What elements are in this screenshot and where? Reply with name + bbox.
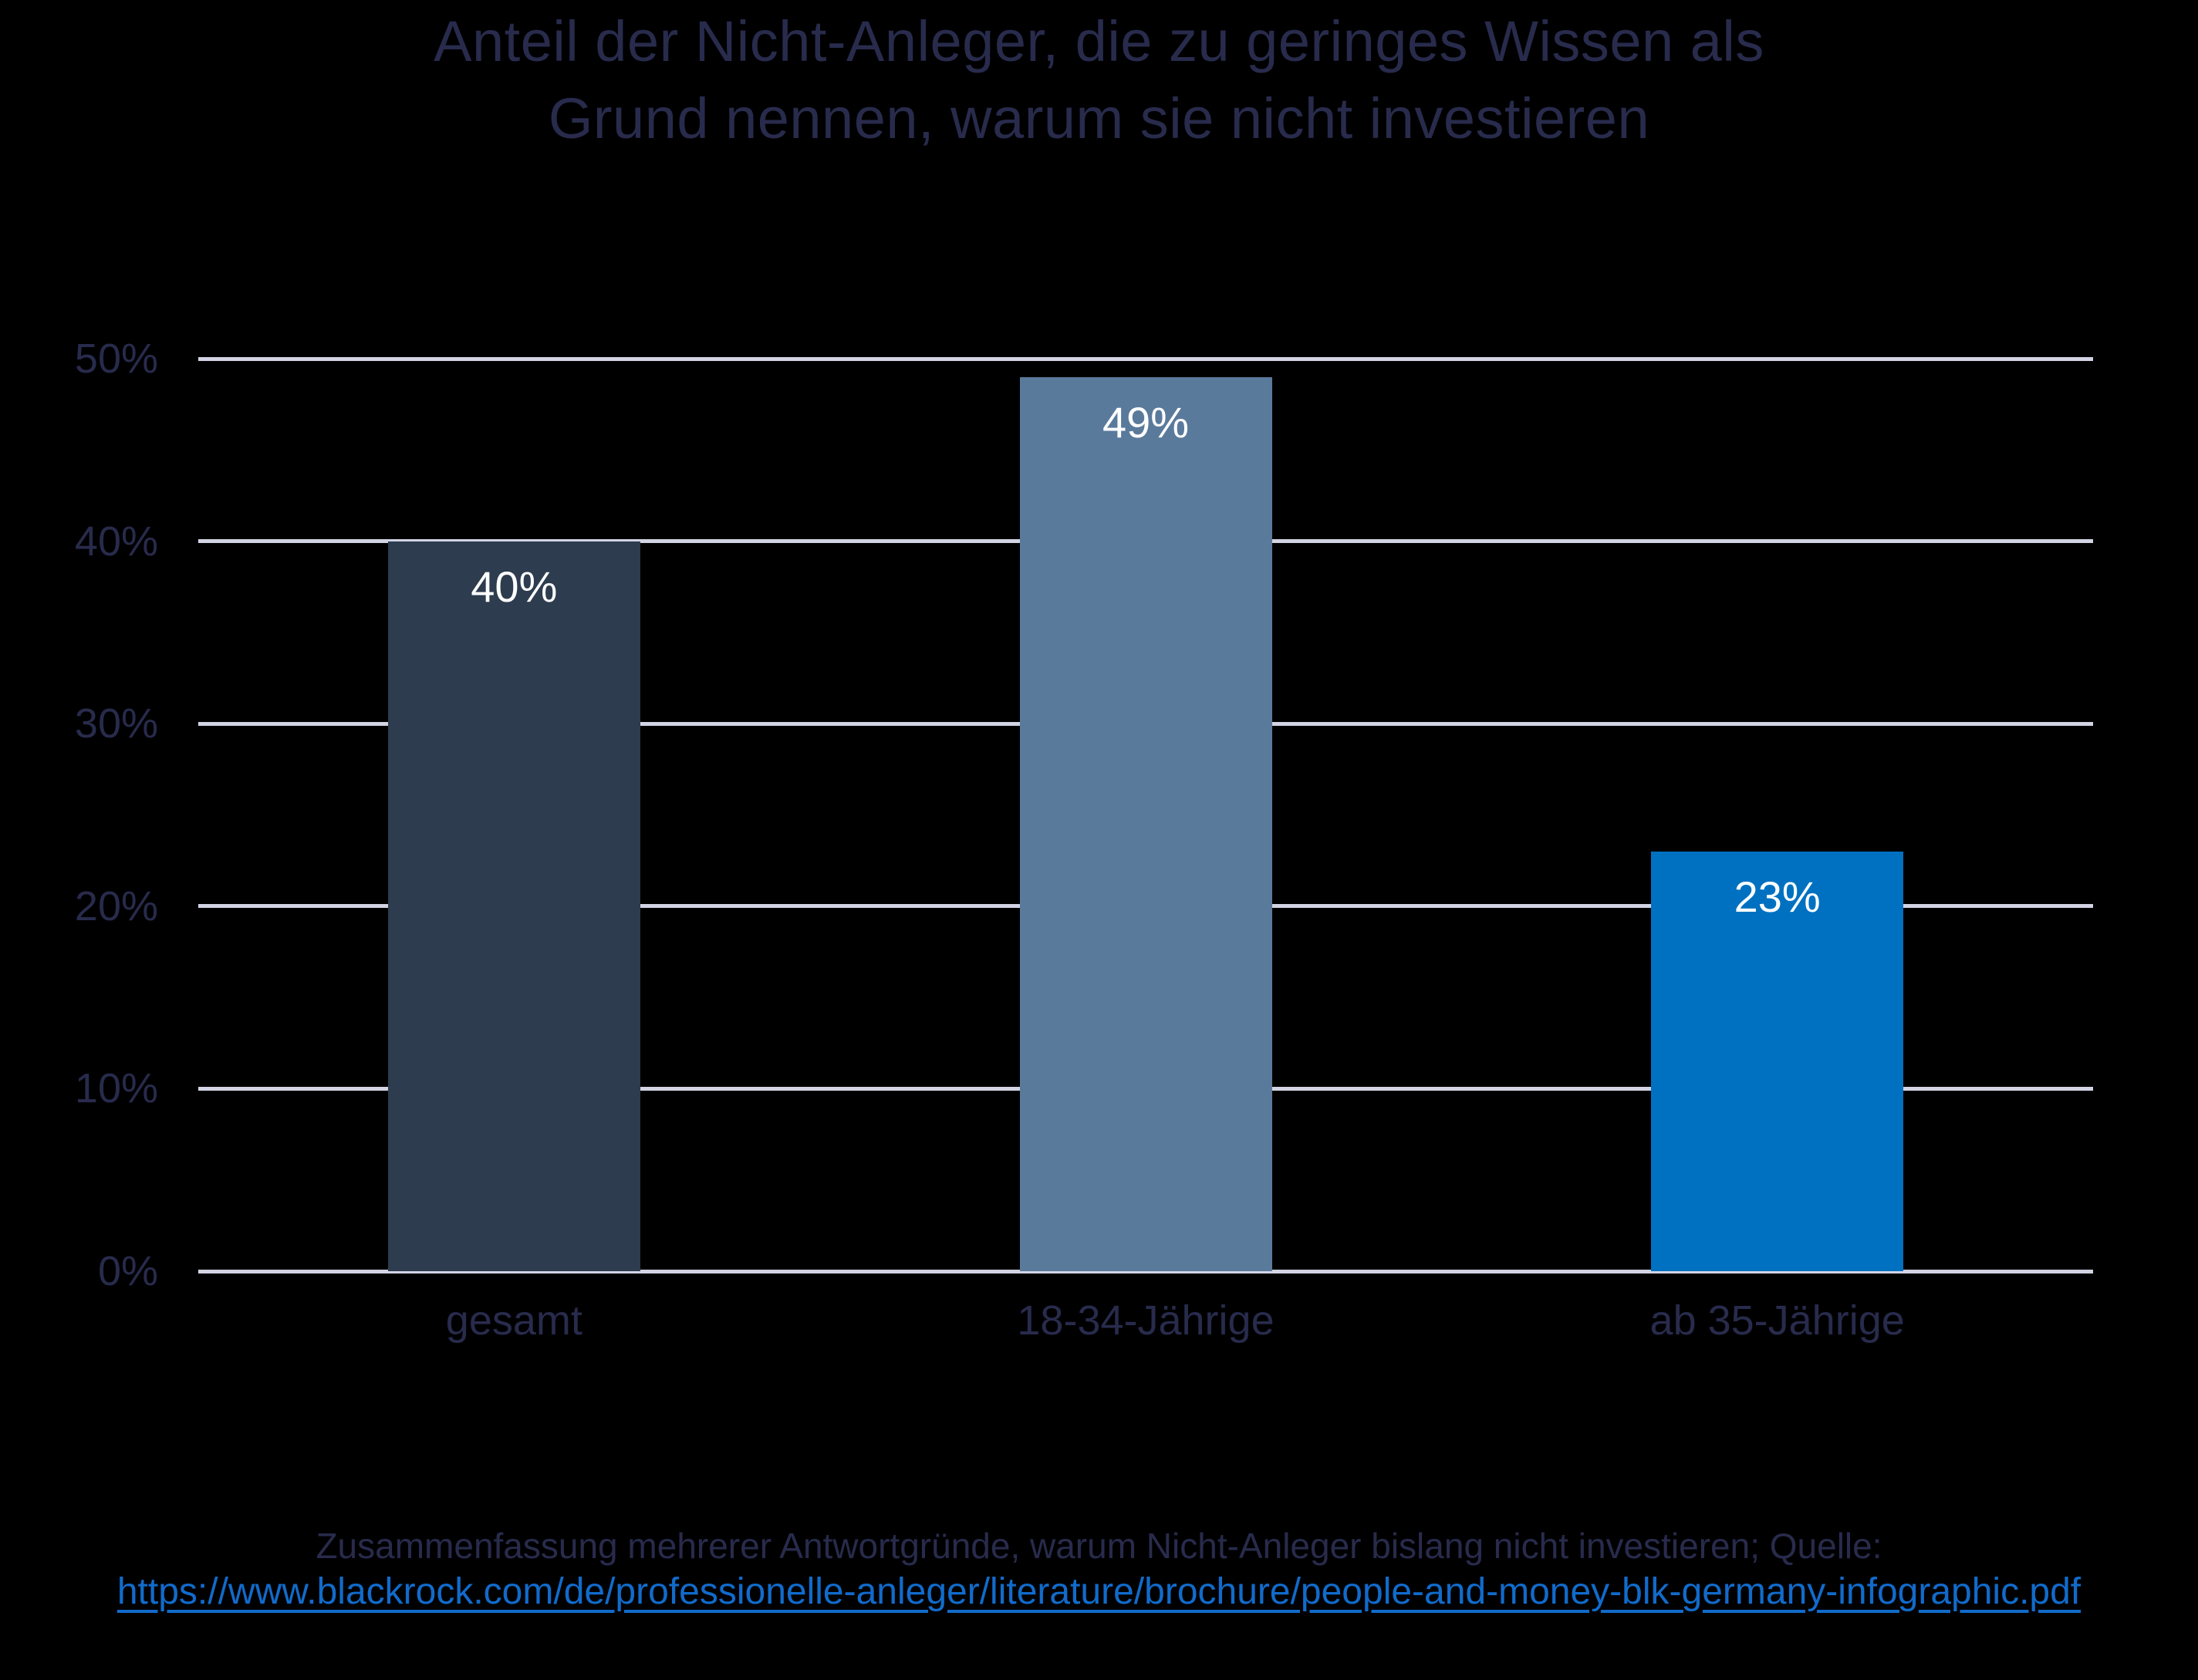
y-tick-label-50%: 50%	[74, 336, 158, 382]
x-tick-label-18-34-Jährige: 18-34-Jährige	[1017, 1297, 1275, 1344]
x-axis: gesamt 18-34-Jährige ab 35-Jährige	[198, 1294, 2093, 1355]
x-tick-label-gesamt: gesamt	[445, 1297, 582, 1344]
source-link[interactable]: https://www.blackrock.com/de/professione…	[116, 1571, 2082, 1612]
bar-18-34-Jährige: 49%	[1019, 376, 1272, 1271]
y-tick-label-0%: 0%	[97, 1248, 158, 1294]
y-tick-label-10%: 10%	[74, 1065, 158, 1112]
gridline-0%	[198, 1269, 2093, 1273]
y-tick-label-40%: 40%	[74, 518, 158, 565]
y-tick-label-20%: 20%	[74, 882, 158, 929]
chart-title-line-1: Anteil der Nicht-Anleger, die zu geringe…	[434, 9, 1764, 73]
plot-area: 40% 49% 23%	[198, 356, 2093, 1273]
x-tick-label-ab 35-Jährige: ab 35-Jährige	[1649, 1297, 1905, 1344]
bar-ab 35-Jährige: 23%	[1651, 851, 1904, 1271]
bar-gesamt: 40%	[387, 541, 640, 1271]
bar-value-label-ab 35-Jährige: 23%	[1734, 872, 1821, 921]
chart-title-line-2: Grund nennen, warum sie nicht investiere…	[548, 86, 1650, 150]
bar-value-label-gesamt: 40%	[471, 562, 558, 611]
y-axis: 50% 40% 30% 20% 10% 0%	[0, 0, 158, 1680]
gridline-50%	[198, 356, 2093, 361]
source-note: Zusammenfassung mehrerer Antwortgründe, …	[316, 1526, 1882, 1566]
chart-title: Anteil der Nicht-Anleger, die zu geringe…	[0, 3, 2198, 157]
y-tick-label-30%: 30%	[74, 700, 158, 747]
bar-value-label-18-34-Jährige: 49%	[1102, 397, 1190, 447]
source-link-row: https://www.blackrock.com/de/professione…	[0, 1568, 2198, 1616]
